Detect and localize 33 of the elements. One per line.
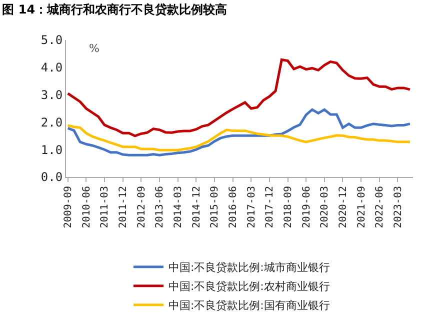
x-tick-label: 2014-03 (173, 186, 184, 228)
x-tick-label: 2020-12 (338, 186, 349, 228)
x-tick-label: 2011-03 (100, 186, 111, 228)
x-tick-label: 2012-09 (136, 186, 148, 228)
legend-label: 中国:不良贷款比例:农村商业银行 (168, 280, 330, 294)
x-tick-label: 2021-09 (356, 186, 368, 228)
x-tick-label: 2020-03 (320, 186, 331, 228)
x-tick-label: 2010-06 (81, 186, 92, 228)
x-tick-label: 2015-09 (210, 186, 221, 228)
x-tick-label: 2011-12 (118, 186, 130, 228)
x-tick-label: 2009-09 (63, 186, 74, 228)
chart-title: 图 14：城商行和农商行不良贷款比例较高 (2, 2, 228, 16)
x-tick-label: 2016-06 (228, 186, 240, 228)
legend-label: 中国:不良贷款比例:国有商业银行 (168, 299, 330, 312)
y-tick-label: 5.0 (40, 33, 63, 48)
y-axis-title: % (89, 42, 100, 55)
legend-label: 中国:不良贷款比例:城市商业银行 (168, 261, 330, 274)
x-tick-label: 2018-09 (283, 186, 294, 228)
x-tick-label: 2013-06 (154, 186, 166, 228)
y-tick-label: 0.0 (40, 170, 63, 184)
x-tick-label: 2014-12 (191, 186, 202, 228)
x-tick-label: 2019-06 (301, 186, 312, 228)
x-tick-label: 2022-06 (374, 186, 386, 228)
y-tick-label: 3.0 (40, 88, 63, 102)
x-tick-label: 2023-03 (392, 186, 404, 228)
line-series (66, 58, 412, 138)
y-tick-label: 2.0 (40, 115, 63, 130)
line-series (66, 124, 412, 152)
x-tick-label: 2017-03 (246, 186, 258, 228)
line-series (66, 108, 412, 156)
x-tick-label: 2017-12 (264, 186, 276, 228)
y-tick-label: 4.0 (40, 60, 63, 75)
y-tick-label: 1.0 (40, 142, 63, 157)
